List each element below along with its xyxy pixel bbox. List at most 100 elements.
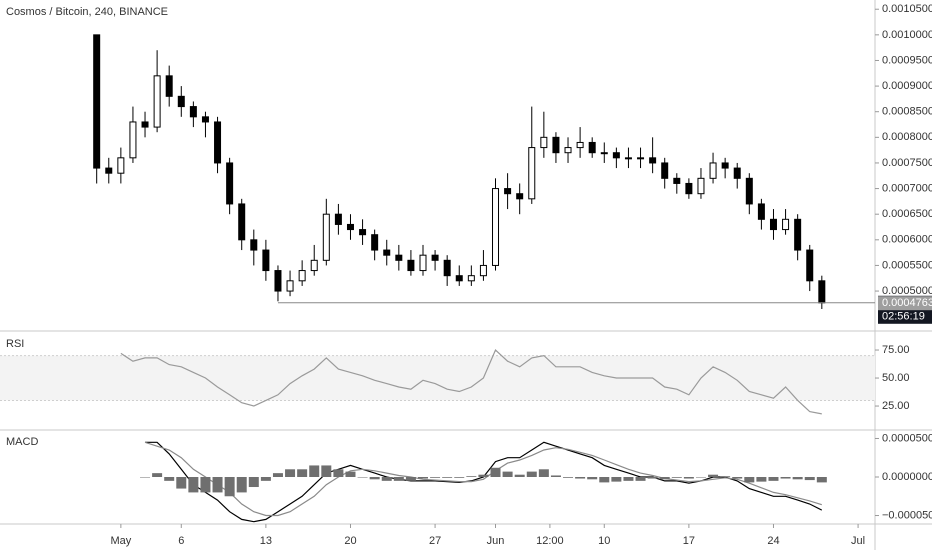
candle-body — [214, 121, 222, 164]
candle-body — [806, 249, 814, 282]
price-label-bg — [878, 296, 932, 311]
histogram-bar — [321, 465, 332, 478]
y-tick-label: 0.0010500 — [882, 3, 932, 15]
histogram-bar — [695, 477, 706, 478]
candle-body — [105, 167, 113, 174]
candle-body — [673, 177, 681, 184]
candle-body — [504, 188, 512, 195]
histogram-bar — [587, 477, 598, 480]
candle-body — [588, 141, 596, 154]
histogram-bar — [285, 469, 296, 478]
candle-body — [250, 239, 258, 251]
candle-body — [322, 213, 330, 261]
x-tick-label: 20 — [344, 535, 356, 547]
candle-body — [818, 280, 826, 304]
pane-title: RSI — [6, 338, 24, 350]
histogram-bar — [635, 477, 646, 481]
candle-body — [492, 188, 500, 266]
candle-body — [576, 141, 584, 149]
histogram-bar — [514, 474, 525, 478]
histogram-bar — [647, 477, 658, 479]
y-tick-label: 0.0008000 — [882, 131, 932, 143]
histogram-bar — [417, 477, 428, 479]
histogram-bar — [152, 473, 163, 478]
candle-body — [189, 106, 197, 118]
candle-body — [649, 157, 657, 164]
candle-body — [624, 157, 632, 160]
x-tick-label: Jun — [487, 535, 505, 547]
histogram-bar — [309, 465, 320, 478]
candle-body — [794, 218, 802, 251]
y-tick-label: 0.0006500 — [882, 208, 932, 220]
y-tick-label: 0.0010000 — [882, 29, 932, 41]
price-label: 0.0004763 — [878, 296, 932, 311]
histogram-bar — [176, 477, 187, 489]
rsi-line — [120, 348, 822, 415]
histogram-bar — [272, 473, 283, 478]
candle-body — [201, 116, 209, 123]
candle-body — [600, 152, 608, 155]
candle-body — [528, 147, 536, 200]
candle-body — [540, 136, 548, 149]
candle-body — [117, 157, 125, 174]
histogram-bar — [454, 477, 465, 478]
x-tick-label: 17 — [683, 535, 695, 547]
y-tick-label: −0.0000500 — [882, 509, 932, 521]
y-tick-label: 0.0000000 — [882, 471, 932, 483]
candle-body — [685, 182, 693, 195]
histogram-bar — [164, 477, 175, 481]
candle-body — [782, 218, 790, 231]
chart-title: Cosmos / Bitcoin, 240, BINANCE — [6, 6, 168, 18]
candle-body — [721, 162, 729, 169]
x-tick-label: May — [110, 535, 131, 547]
candle-body — [383, 249, 391, 256]
candle-body — [479, 264, 487, 277]
histogram-bar — [333, 469, 344, 478]
histogram-bar — [599, 477, 610, 483]
candle-body — [552, 136, 560, 154]
histogram-bar — [526, 471, 537, 478]
y-tick-label: 75.00 — [882, 344, 910, 356]
x-tick-label: Jul — [851, 535, 865, 547]
histogram-bar — [345, 471, 356, 478]
macd-line — [144, 441, 822, 517]
histogram-bar — [357, 477, 368, 478]
histogram-bar — [708, 474, 719, 478]
y-tick-label: 0.0006000 — [882, 234, 932, 246]
histogram-bar — [236, 477, 247, 493]
x-tick-label: 10 — [598, 535, 610, 547]
x-tick-label: 24 — [767, 535, 779, 547]
y-tick-label: 50.00 — [882, 372, 910, 384]
histogram-bar — [611, 477, 622, 482]
x-tick-label: 12:00 — [536, 535, 564, 547]
histogram-bar — [369, 477, 380, 480]
y-tick-label: 0.0005000 — [882, 285, 932, 297]
candle-body — [769, 218, 777, 231]
histogram-bar — [490, 467, 501, 478]
candle-body — [274, 270, 282, 292]
histogram-bar — [720, 476, 731, 478]
rsi-band — [0, 355, 875, 401]
candle-body — [612, 152, 620, 159]
histogram-bar — [563, 477, 574, 478]
y-tick-label: 0.0005500 — [882, 259, 932, 271]
candle-body — [455, 275, 463, 282]
histogram-bar — [248, 477, 259, 488]
histogram-bar — [466, 476, 477, 478]
candle-body — [238, 203, 246, 241]
histogram-bar — [756, 477, 767, 482]
candle-body — [371, 234, 379, 251]
histogram-bar — [816, 477, 827, 483]
histogram-bar — [405, 477, 416, 481]
histogram-bar — [200, 477, 211, 493]
histogram-bar — [188, 477, 199, 493]
candle-body — [129, 121, 137, 159]
histogram-bar — [212, 477, 223, 493]
price-label: 02:56:19 — [878, 309, 932, 324]
candle-body — [310, 259, 318, 272]
y-tick-label: 25.00 — [882, 400, 910, 412]
candle-body — [443, 259, 451, 277]
x-tick-label: 27 — [429, 535, 441, 547]
histogram-bar — [478, 474, 489, 478]
